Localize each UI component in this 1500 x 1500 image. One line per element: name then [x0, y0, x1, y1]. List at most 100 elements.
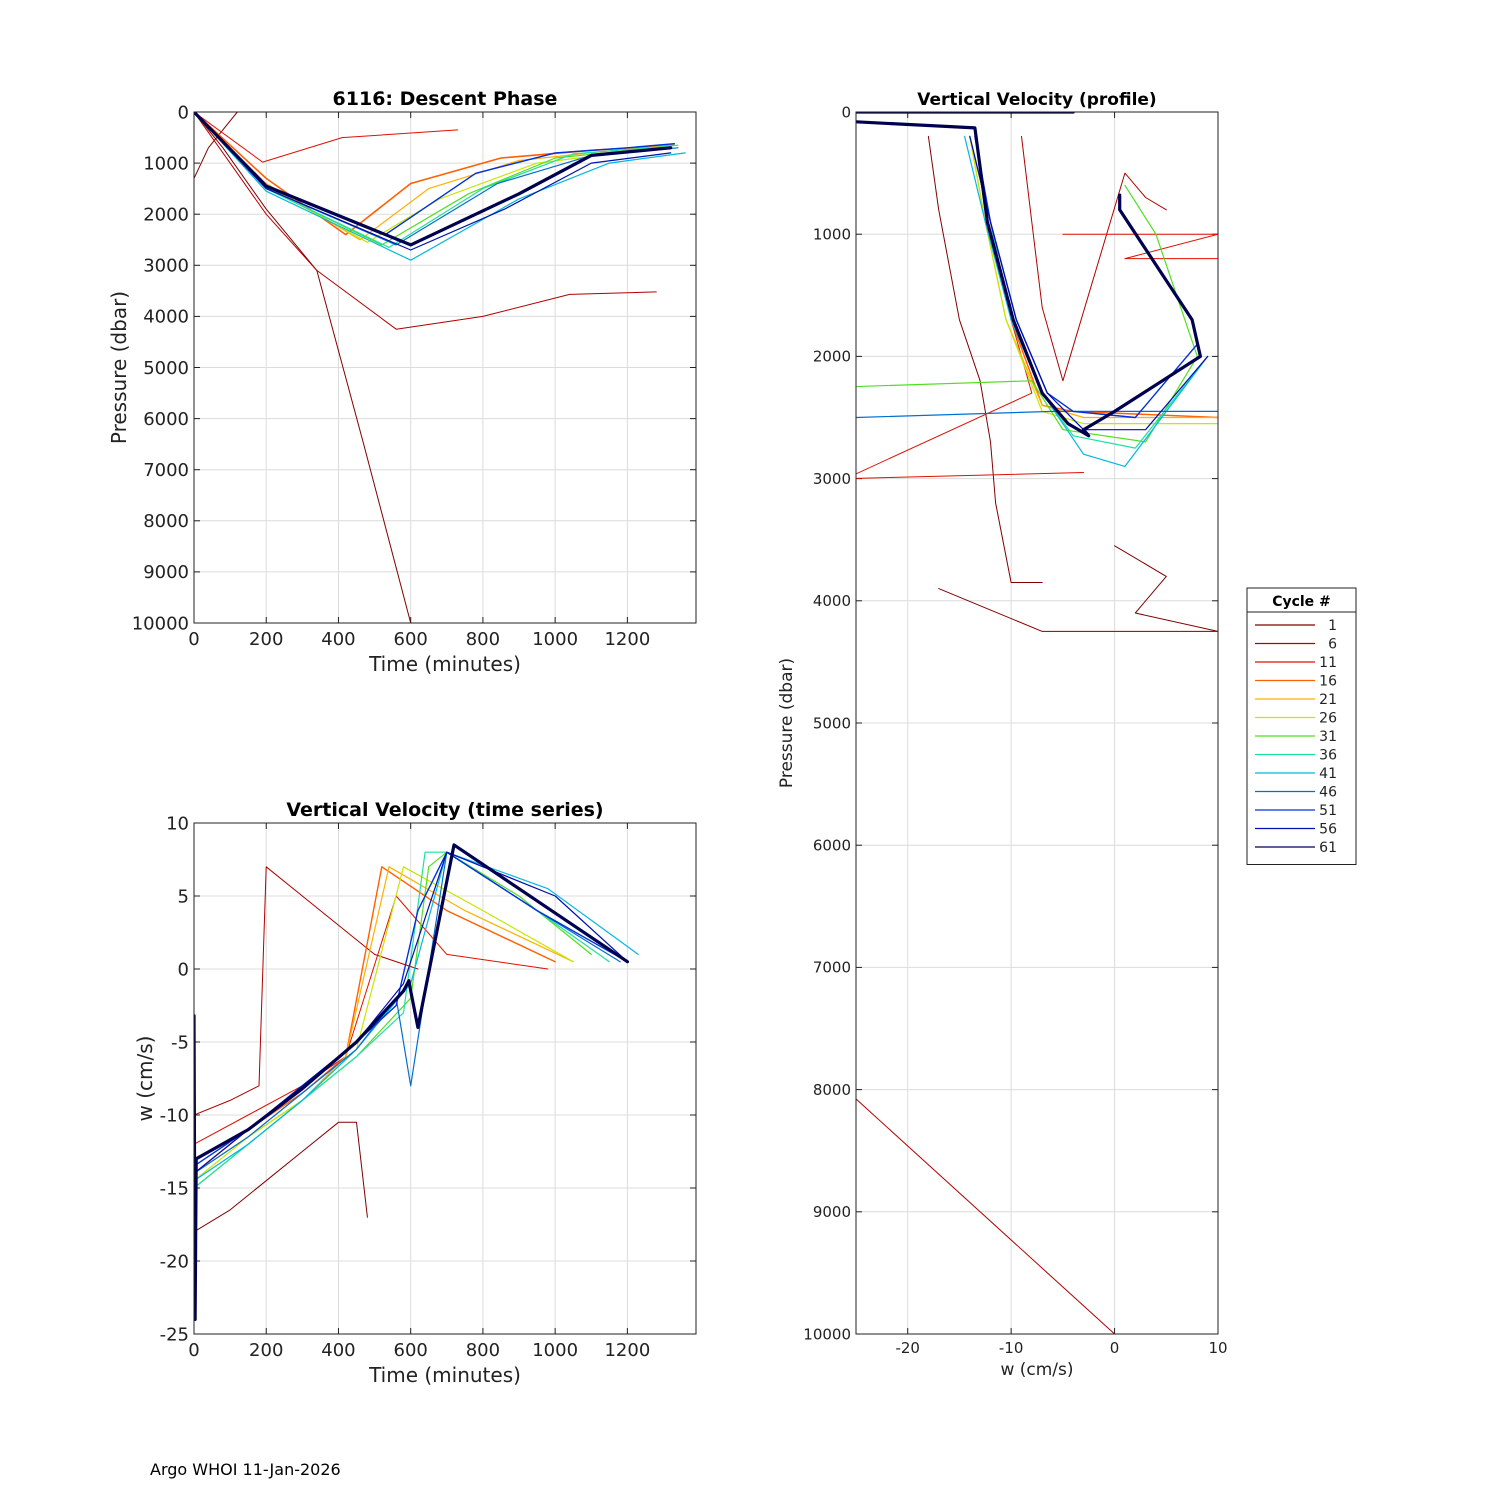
legend-label: 26	[1319, 711, 1337, 727]
y-tick-label: 9000	[813, 1203, 851, 1221]
x-tick-label: 600	[394, 1340, 428, 1361]
y-axis-label: Pressure (dbar)	[777, 658, 797, 788]
y-tick-label: 5000	[143, 358, 189, 379]
y-tick-label: 4000	[143, 307, 189, 328]
y-tick-label: 1000	[813, 225, 851, 243]
series-line-cycle-61	[856, 120, 1203, 438]
legend-label: 16	[1319, 674, 1337, 690]
series-line-cycle-46	[856, 410, 1218, 419]
x-tick-label: 800	[466, 629, 500, 650]
series-line-cycle-11b	[1062, 233, 1218, 260]
x-tick-label: 200	[249, 1340, 283, 1361]
legend-title: Cycle #	[1272, 594, 1331, 610]
y-tick-label: 9000	[143, 562, 189, 583]
series-line-cycle-6b	[1021, 135, 1167, 382]
series-group	[194, 112, 686, 623]
x-tick-label: 10	[1208, 1339, 1227, 1357]
legend-label: 56	[1319, 822, 1337, 838]
y-tick-label: 3000	[813, 470, 851, 488]
legend-label: 41	[1319, 766, 1337, 782]
legend-label: 61	[1319, 840, 1337, 856]
legend-label: 36	[1319, 748, 1337, 764]
x-tick-label: 400	[321, 1340, 355, 1361]
y-tick-label: 8000	[143, 511, 189, 532]
y-tick-label: -20	[160, 1251, 189, 1272]
x-tick-label: 200	[249, 629, 283, 650]
y-tick-label: 0	[178, 102, 189, 123]
series-line-cycle-56	[969, 135, 1209, 431]
x-tick-label: -20	[895, 1339, 920, 1357]
series-line-cycle-1	[927, 135, 1043, 583]
y-tick-label: 7000	[143, 460, 189, 481]
series-line-cycle-1	[194, 1121, 368, 1233]
y-tick-label: 10000	[803, 1325, 851, 1343]
x-axis-label: Time (minutes)	[368, 1363, 521, 1387]
y-tick-label: 8000	[813, 1081, 851, 1099]
y-tick-label: 6000	[813, 836, 851, 854]
y-axis-label: w (cm/s)	[133, 1036, 157, 1122]
y-tick-label: 6000	[143, 409, 189, 430]
y-axis-label: Pressure (dbar)	[107, 291, 131, 444]
legend-label: 46	[1319, 785, 1337, 801]
legend-label: 11	[1319, 655, 1337, 671]
axes-frame	[855, 111, 1219, 1335]
y-tick-label: 10	[166, 813, 189, 834]
x-tick-label: 400	[321, 629, 355, 650]
footer-credit: Argo WHOI 11-Jan-2026	[150, 1460, 341, 1479]
y-tick-label: 5	[178, 886, 189, 907]
legend-label: 6	[1328, 637, 1337, 653]
series-line-cycle-31	[856, 184, 1198, 443]
series-line-cycle-26	[969, 135, 1218, 425]
x-tick-label: 600	[394, 629, 428, 650]
y-tick-label: -25	[160, 1324, 189, 1345]
x-tick-label: 0	[188, 1340, 199, 1361]
y-tick-label: 5000	[813, 714, 851, 732]
y-tick-label: -5	[171, 1032, 189, 1053]
x-tick-label: 800	[466, 1340, 500, 1361]
legend-label: 31	[1319, 729, 1337, 745]
series-line-cycle-6	[194, 866, 419, 1116]
x-tick-label: 0	[1110, 1339, 1120, 1357]
series-line-cycle-61	[194, 112, 673, 247]
x-tick-label: 1200	[604, 629, 650, 650]
series-line-cycle-11	[194, 112, 459, 163]
y-tick-label: 4000	[813, 592, 851, 610]
series-group	[194, 843, 639, 1322]
x-axis-label: Time (minutes)	[368, 652, 521, 676]
x-tick-label: -10	[999, 1339, 1024, 1357]
y-tick-label: -10	[160, 1105, 189, 1126]
y-tick-label: 2000	[143, 205, 189, 226]
series-line-cycle-41	[194, 112, 686, 261]
axes-frame	[193, 111, 697, 624]
series-line-cycle-1	[194, 112, 238, 179]
chart-title: Vertical Velocity (profile)	[917, 90, 1156, 110]
x-tick-label: 1000	[532, 1340, 578, 1361]
series-line-cycle-6	[856, 1098, 1116, 1334]
legend-label: 1	[1328, 618, 1337, 634]
legend-box	[1246, 587, 1357, 865]
descent-phase-plot: 0 200 400 600 800 1000 1200 0 1000 2000 3000 4000 50…	[107, 88, 697, 676]
y-tick-label: 1000	[143, 153, 189, 174]
legend-label: 21	[1319, 692, 1337, 708]
y-tick-label: 7000	[813, 959, 851, 977]
x-tick-label: 1200	[604, 1340, 650, 1361]
x-axis-label: w (cm/s)	[1000, 1360, 1073, 1380]
x-tick-label: 0	[188, 629, 199, 650]
series-group	[856, 112, 1218, 1334]
chart-title: Vertical Velocity (time series)	[286, 799, 603, 821]
series-line-cycle-1b	[938, 545, 1218, 632]
series-line-cycle-1b	[194, 112, 412, 623]
y-tick-label: 10000	[132, 613, 189, 634]
axes-frame	[193, 822, 697, 1335]
y-tick-label: 0	[841, 103, 851, 121]
y-tick-label: 3000	[143, 256, 189, 277]
y-tick-label: 2000	[813, 348, 851, 366]
x-tick-label: 1000	[532, 629, 578, 650]
legend-label: 51	[1319, 803, 1337, 819]
chart-title: 6116: Descent Phase	[333, 88, 558, 110]
series-line-cycle-61	[194, 843, 630, 1322]
vertical-velocity-time-series-plot: 0 200 400 600 800 1000 1200 10 5 0 -5 -10 -15 -20 -25 V…	[133, 799, 697, 1387]
y-tick-label: 0	[178, 959, 189, 980]
